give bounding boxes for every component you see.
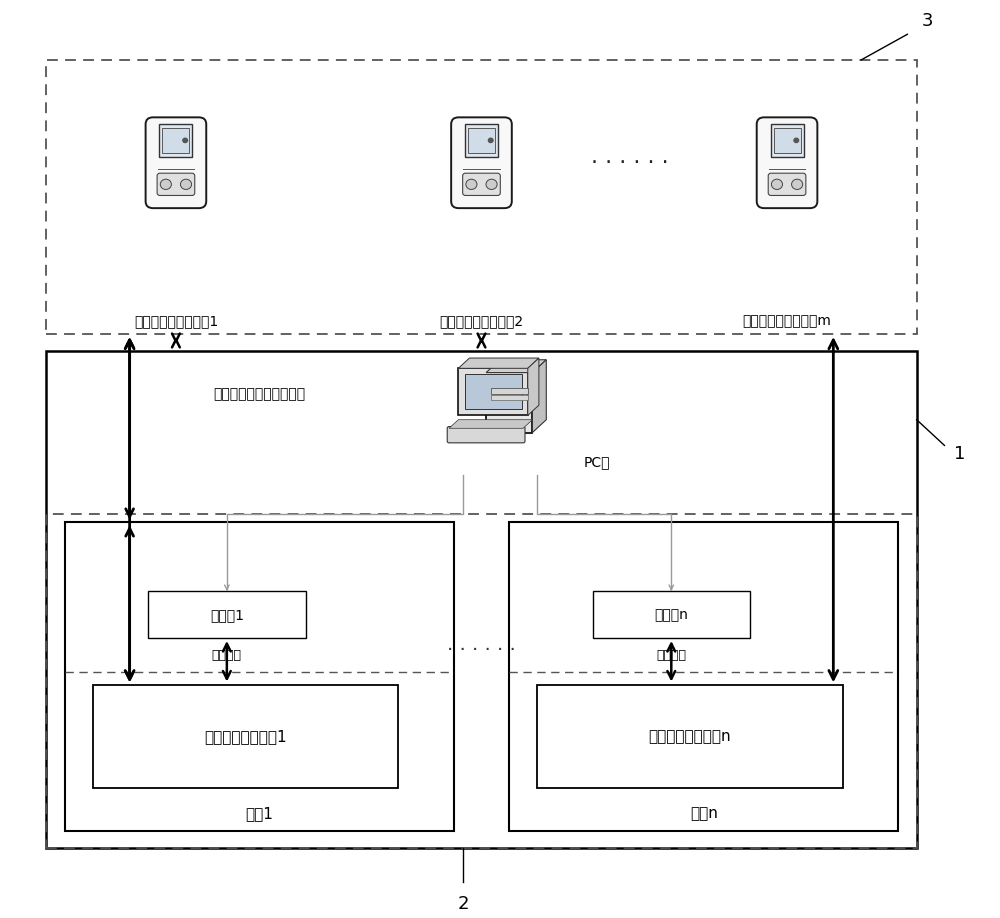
Bar xyxy=(159,124,192,157)
Text: 2: 2 xyxy=(457,895,469,913)
Bar xyxy=(465,374,522,409)
Circle shape xyxy=(180,179,192,189)
FancyBboxPatch shape xyxy=(451,118,512,208)
Polygon shape xyxy=(458,358,539,368)
FancyBboxPatch shape xyxy=(463,174,500,196)
Text: · · · · · ·: · · · · · · xyxy=(591,152,668,173)
Bar xyxy=(162,128,189,153)
Text: 病房1: 病房1 xyxy=(245,806,273,822)
Circle shape xyxy=(794,139,799,142)
Bar xyxy=(465,124,498,157)
Text: 读写器1: 读写器1 xyxy=(210,608,244,622)
Polygon shape xyxy=(528,358,539,416)
Text: 病房n: 病房n xyxy=(690,806,718,822)
Circle shape xyxy=(160,179,171,189)
FancyBboxPatch shape xyxy=(146,118,206,208)
Bar xyxy=(491,396,528,399)
Bar xyxy=(46,60,917,334)
Bar xyxy=(509,522,898,831)
Bar xyxy=(468,128,495,153)
Text: 射频信号: 射频信号 xyxy=(656,649,686,662)
Text: 移动式护士手持设备m: 移动式护士手持设备m xyxy=(743,314,831,329)
FancyBboxPatch shape xyxy=(447,427,525,442)
Circle shape xyxy=(488,139,493,142)
Circle shape xyxy=(466,179,477,189)
Polygon shape xyxy=(449,420,532,429)
Text: PC机: PC机 xyxy=(583,455,610,469)
Bar xyxy=(537,685,843,788)
Text: · · · · · ·: · · · · · · xyxy=(447,642,516,660)
Polygon shape xyxy=(532,360,546,432)
Text: 3: 3 xyxy=(921,12,933,30)
Text: 医护人员工作中心服务器: 医护人员工作中心服务器 xyxy=(213,387,305,401)
Bar xyxy=(771,124,804,157)
Bar xyxy=(148,591,306,638)
Bar xyxy=(458,368,528,416)
Polygon shape xyxy=(486,360,546,373)
Text: 读写器n: 读写器n xyxy=(654,608,688,622)
FancyBboxPatch shape xyxy=(157,174,195,196)
Text: 移动式护士手持设备2: 移动式护士手持设备2 xyxy=(439,314,524,329)
Bar xyxy=(46,514,917,848)
Text: 1: 1 xyxy=(954,445,965,463)
FancyBboxPatch shape xyxy=(486,373,532,432)
Circle shape xyxy=(792,179,803,189)
Bar xyxy=(491,387,528,394)
Text: 智能输液监护设备n: 智能输液监护设备n xyxy=(649,729,731,744)
Bar xyxy=(593,591,750,638)
Bar xyxy=(774,128,801,153)
FancyBboxPatch shape xyxy=(757,118,817,208)
FancyBboxPatch shape xyxy=(768,174,806,196)
Bar xyxy=(65,522,454,831)
Text: 移动式护士手持设备1: 移动式护士手持设备1 xyxy=(134,314,218,329)
Text: 智能输液监护设备1: 智能输液监护设备1 xyxy=(204,729,287,744)
Circle shape xyxy=(771,179,783,189)
Circle shape xyxy=(183,139,187,142)
Text: 射频信号: 射频信号 xyxy=(212,649,242,662)
Circle shape xyxy=(486,179,497,189)
Bar xyxy=(93,685,398,788)
Bar xyxy=(46,352,917,848)
